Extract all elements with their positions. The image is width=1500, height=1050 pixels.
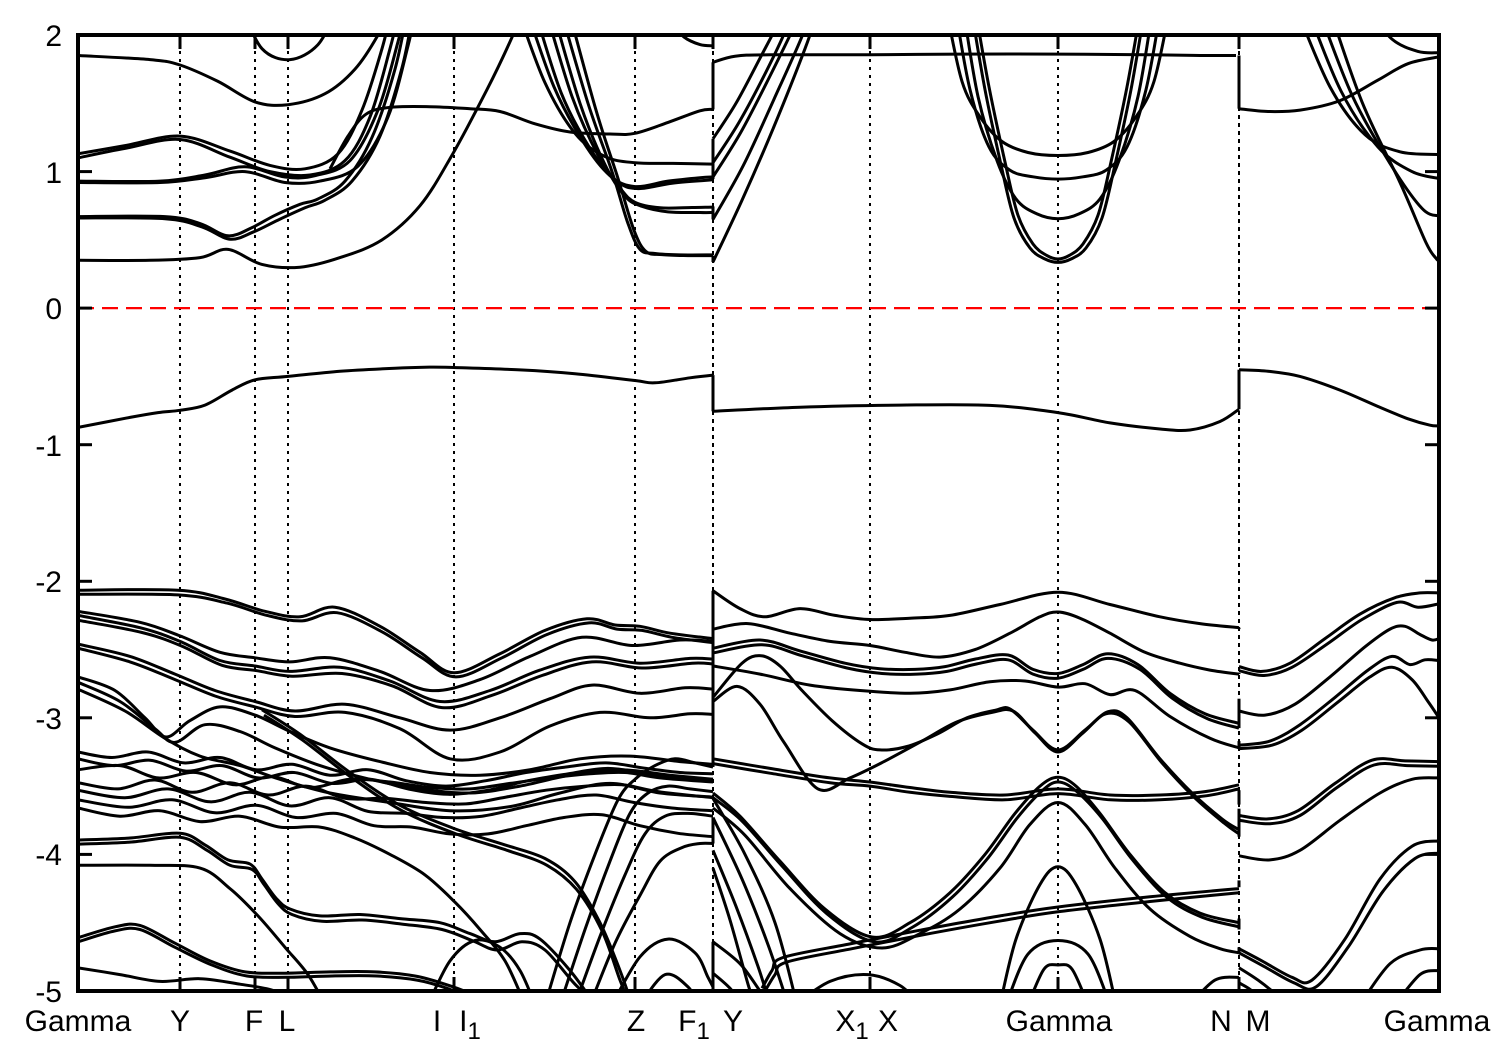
- svg-text:0: 0: [45, 293, 62, 326]
- svg-text:-3: -3: [35, 703, 62, 736]
- svg-text:1: 1: [45, 157, 62, 190]
- svg-text:-5: -5: [35, 976, 62, 1009]
- svg-text:M: M: [1246, 1005, 1271, 1038]
- svg-text:Z: Z: [627, 1005, 645, 1038]
- svg-text:Gamma: Gamma: [1006, 1005, 1113, 1038]
- svg-text:F: F: [245, 1005, 263, 1038]
- svg-text:X: X: [878, 1005, 898, 1038]
- svg-text:Y: Y: [723, 1005, 743, 1038]
- svg-text:2: 2: [45, 20, 62, 53]
- svg-text:Y: Y: [170, 1005, 190, 1038]
- svg-text:I: I: [433, 1005, 441, 1038]
- svg-text:-2: -2: [35, 566, 62, 599]
- svg-text:Gamma: Gamma: [25, 1005, 132, 1038]
- svg-text:N: N: [1210, 1005, 1232, 1038]
- svg-text:Gamma: Gamma: [1384, 1005, 1491, 1038]
- svg-text:L: L: [279, 1005, 296, 1038]
- svg-text:-4: -4: [35, 839, 62, 872]
- svg-text:-1: -1: [35, 430, 62, 463]
